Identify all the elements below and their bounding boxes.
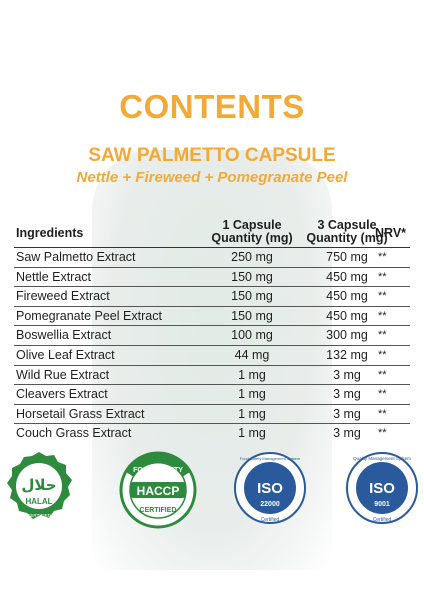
- header-three-capsule-unit: Quantity (mg): [306, 231, 388, 245]
- page-title: CONTENTS: [119, 88, 305, 125]
- ingredient-name: Cleavers Extract: [16, 387, 108, 402]
- iso9001-bottom-text: Certified: [373, 517, 392, 523]
- table-row: Wild Rue Extract 1 mg 3 mg **: [14, 366, 410, 386]
- product-ingredients-subtitle: Nettle + Fireweed + Pomegranate Peel: [76, 169, 348, 186]
- three-capsule-qty: 300 mg: [326, 328, 368, 343]
- three-capsule-qty: 3 mg: [333, 367, 361, 382]
- nrv-value: **: [378, 427, 387, 440]
- ingredient-name: Pomegranate Peel Extract: [16, 308, 162, 323]
- three-capsule-qty: 3 mg: [333, 426, 361, 441]
- iso22000-top-text: Food Safety Management System: [240, 456, 301, 461]
- haccp-label: HACCP: [137, 484, 180, 498]
- one-capsule-qty: 1 mg: [238, 426, 266, 441]
- table-row: Fireweed Extract 150 mg 450 mg **: [14, 287, 410, 307]
- one-capsule-qty: 150 mg: [231, 289, 273, 304]
- one-capsule-qty: 1 mg: [238, 367, 266, 382]
- one-capsule-qty: 1 mg: [238, 387, 266, 402]
- halal-ring-text: CERTIFIED: [27, 513, 51, 518]
- three-capsule-qty: 3 mg: [333, 406, 361, 421]
- nrv-value: **: [378, 270, 387, 283]
- table-row: Boswellia Extract 100 mg 300 mg **: [14, 326, 410, 346]
- ingredient-name: Boswellia Extract: [16, 328, 112, 343]
- iso9001-top-text: Quality Management System: [353, 456, 411, 461]
- product-subtitle: SAW PALMETTO CAPSULE: [88, 145, 336, 166]
- table-row: Saw Palmetto Extract 250 mg 750 mg **: [14, 248, 410, 268]
- halal-badge-inner: [16, 463, 62, 509]
- table-row: Horsetail Grass Extract 1 mg 3 mg **: [14, 405, 410, 425]
- one-capsule-qty: 250 mg: [231, 250, 273, 264]
- table-header: Ingredients 1 Capsule Quantity (mg) 3 Ca…: [14, 216, 410, 248]
- table-row: Cleavers Extract 1 mg 3 mg **: [14, 385, 410, 405]
- header-one-capsule: 1 Capsule Quantity (mg): [202, 219, 302, 245]
- header-three-capsule: 3 Capsule Quantity (mg): [297, 219, 397, 245]
- iso-22000-badge: Food Safety Management System ISO 22000 …: [234, 452, 306, 524]
- nrv-value: **: [378, 251, 387, 263]
- ingredient-name: Fireweed Extract: [16, 289, 110, 304]
- one-capsule-qty: 1 mg: [238, 406, 266, 421]
- nrv-value: **: [378, 329, 387, 342]
- three-capsule-qty: 3 mg: [333, 387, 361, 402]
- iso-9001-badge: Quality Management System ISO 9001 Certi…: [346, 452, 418, 524]
- ingredient-name: Wild Rue Extract: [16, 367, 110, 382]
- ingredient-name: Olive Leaf Extract: [16, 347, 115, 362]
- iso9001-inner-disc: [356, 462, 408, 514]
- table-row: Couch Grass Extract 1 mg 3 mg **: [14, 424, 410, 443]
- halal-arabic-text: حلال: [21, 476, 56, 494]
- ingredient-name: Horsetail Grass Extract: [16, 406, 145, 421]
- three-capsule-qty: 132 mg: [326, 347, 368, 362]
- iso22000-bottom-text: Certified: [261, 517, 280, 523]
- iso9001-label: ISO: [369, 480, 395, 497]
- nrv-value: **: [378, 407, 387, 420]
- iso9001-number: 9001: [374, 501, 390, 508]
- three-capsule-qty: 450 mg: [326, 269, 368, 284]
- ingredient-name: Nettle Extract: [16, 269, 92, 284]
- nrv-value: **: [378, 348, 387, 361]
- haccp-badge: FOOD SAFETY HACCP CERTIFIED: [119, 451, 197, 529]
- haccp-bottom-text: CERTIFIED: [140, 507, 177, 514]
- halal-badge: حلال HALAL CERTIFIED: [7, 452, 72, 519]
- three-capsule-qty: 750 mg: [326, 250, 368, 264]
- one-capsule-qty: 150 mg: [231, 308, 273, 323]
- nrv-value: **: [378, 309, 387, 322]
- one-capsule-qty: 150 mg: [231, 269, 273, 284]
- ingredient-name: Saw Palmetto Extract: [16, 250, 136, 264]
- nrv-value: **: [378, 368, 387, 381]
- table-row: Olive Leaf Extract 44 mg 132 mg **: [14, 346, 410, 366]
- nrv-value: **: [378, 290, 387, 303]
- halal-label: HALAL: [25, 497, 52, 506]
- haccp-label-bg: [130, 482, 186, 498]
- iso22000-number: 22000: [260, 501, 280, 508]
- header-nrv: NRV*: [375, 226, 407, 240]
- nrv-value: **: [378, 388, 387, 401]
- header-ingredients: Ingredients: [16, 226, 84, 240]
- iso22000-label: ISO: [257, 480, 283, 497]
- one-capsule-qty: 44 mg: [234, 347, 270, 362]
- iso22000-inner-disc: [244, 462, 296, 514]
- table-row: Pomegranate Peel Extract 150 mg 450 mg *…: [14, 307, 410, 327]
- haccp-top-text: FOOD SAFETY: [133, 467, 183, 474]
- one-capsule-qty: 100 mg: [231, 328, 273, 343]
- header-three-capsule-label: 3 Capsule: [317, 218, 377, 232]
- table-row: Nettle Extract 150 mg 450 mg **: [14, 268, 410, 288]
- header-one-capsule-unit: Quantity (mg): [211, 231, 293, 245]
- haccp-top-band: [126, 452, 190, 477]
- header-one-capsule-label: 1 Capsule: [222, 218, 282, 232]
- ingredients-table: Ingredients 1 Capsule Quantity (mg) 3 Ca…: [14, 216, 410, 443]
- ingredient-name: Couch Grass Extract: [16, 426, 132, 441]
- three-capsule-qty: 450 mg: [326, 289, 368, 304]
- three-capsule-qty: 450 mg: [326, 308, 368, 323]
